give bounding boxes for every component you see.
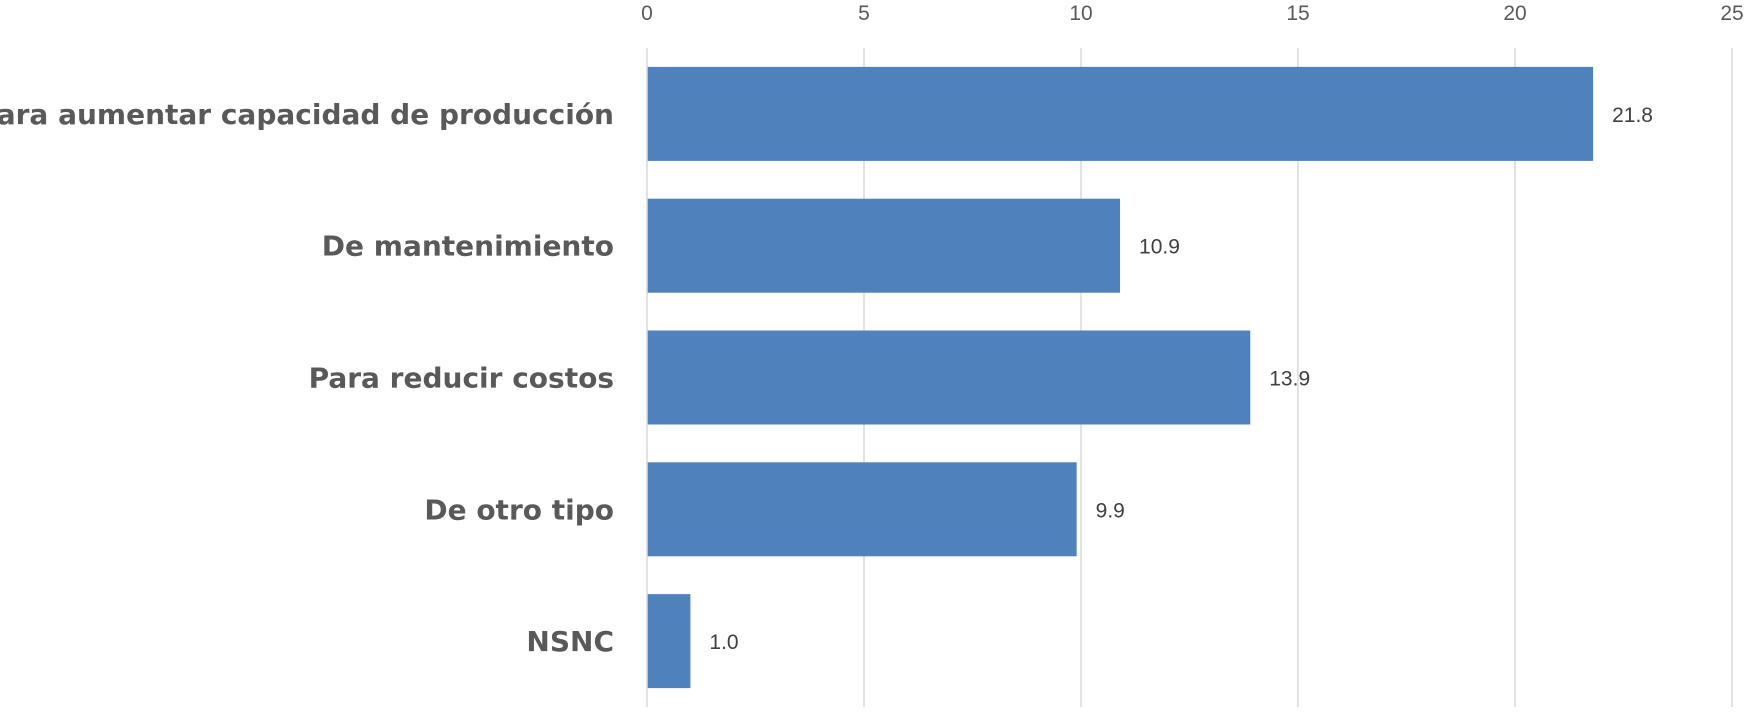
- category-label: De otro tipo: [424, 493, 614, 526]
- x-tick-label: 0: [641, 2, 653, 25]
- data-labels: 21.8 10.9 13.9 9.9 1.0: [709, 104, 1653, 654]
- bar: [647, 66, 1594, 161]
- bar: [647, 462, 1077, 557]
- x-tick-label: 15: [1286, 2, 1309, 25]
- bar: [647, 330, 1251, 425]
- category-label: NSNC: [526, 625, 614, 658]
- data-label: 1.0: [709, 631, 738, 654]
- data-label: 10.9: [1139, 236, 1180, 259]
- category-label: Para reducir costos: [309, 362, 614, 395]
- data-label: 9.9: [1096, 499, 1125, 522]
- x-axis-ticks: 0 5 10 15 20 25: [641, 2, 1744, 25]
- x-tick-label: 25: [1720, 2, 1743, 25]
- bars: [647, 66, 1594, 689]
- data-label: 13.9: [1269, 368, 1310, 391]
- category-labels: Para aumentar capacidad de producción De …: [0, 98, 614, 658]
- x-tick-label: 5: [858, 2, 870, 25]
- x-tick-label: 20: [1503, 2, 1526, 25]
- bar: [647, 198, 1121, 293]
- data-label: 21.8: [1612, 104, 1653, 127]
- category-label: De mantenimiento: [322, 230, 614, 263]
- category-label: Para aumentar capacidad de producción: [0, 98, 614, 131]
- x-tick-label: 10: [1069, 2, 1092, 25]
- bar: [647, 594, 691, 689]
